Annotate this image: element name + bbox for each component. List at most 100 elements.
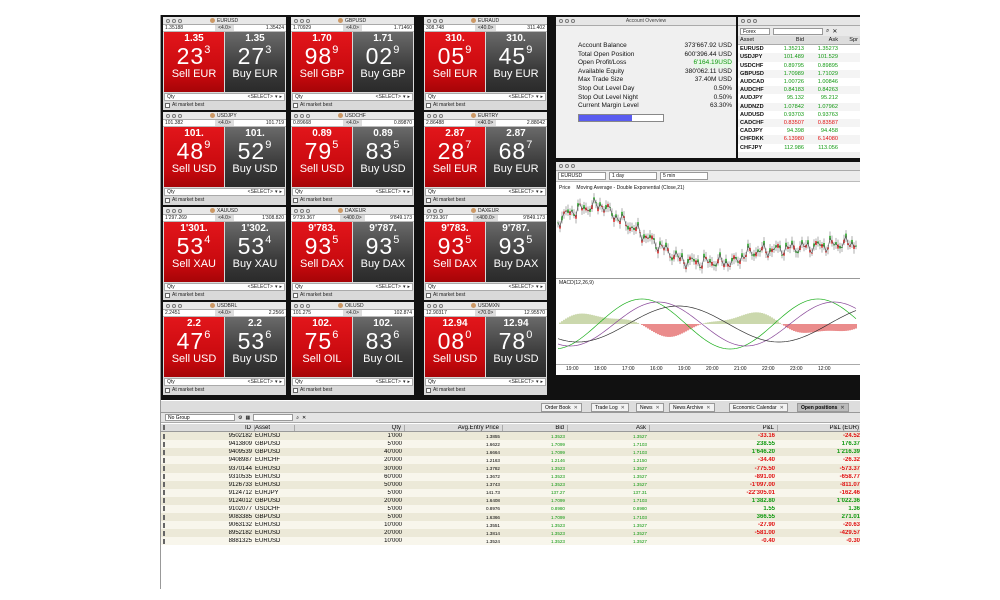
col-header[interactable]: P&L (650, 425, 778, 431)
at-market-checkbox[interactable] (426, 388, 431, 393)
forex-row[interactable]: AUDNZD 1.07842 1.07962 (738, 103, 860, 111)
forex-row[interactable]: USDCHF 0.89795 0.89895 (738, 62, 860, 70)
tab-trade-log[interactable]: Trade Log ✕ (591, 403, 629, 412)
chevron-down-icon[interactable]: ▾ (403, 94, 406, 100)
maximize-icon[interactable] (178, 209, 182, 213)
close-icon[interactable] (427, 114, 431, 118)
col-header[interactable]: Ask (568, 425, 650, 431)
qty-input[interactable]: Qty (295, 284, 303, 290)
buy-button[interactable]: 2.2 536 Buy USD (225, 317, 285, 377)
chevron-down-icon[interactable]: ▾ (403, 379, 406, 385)
order-type-select[interactable]: <SELECT> (376, 284, 401, 290)
col-header[interactable]: Asset (255, 425, 295, 431)
col-header[interactable]: P&L (EUR) (778, 425, 860, 431)
maximize-icon[interactable] (571, 164, 575, 168)
tab-news[interactable]: News ✕ (636, 403, 664, 412)
amount-mode[interactable]: <40.0> (475, 120, 497, 126)
sell-button[interactable]: 1.70 989 Sell GBP (292, 32, 352, 92)
qty-input[interactable]: Qty (295, 189, 303, 195)
asset-class-select[interactable]: Forex (740, 28, 770, 35)
expand-icon[interactable]: ▸ (540, 379, 543, 385)
buy-button[interactable]: 9'787. 935 Buy DAX (486, 222, 546, 282)
buy-button[interactable]: 1.71 029 Buy GBP (353, 32, 413, 92)
col-header[interactable]: Avg.Entry Price (405, 425, 503, 431)
qty-input[interactable]: Qty (428, 379, 436, 385)
bid-price[interactable]: 101.489 (767, 53, 804, 61)
amount-mode[interactable]: <4.0> (215, 25, 234, 31)
sell-button[interactable]: 102. 756 Sell OIL (292, 317, 352, 377)
at-market-checkbox[interactable] (426, 198, 431, 203)
forex-row[interactable]: CHFDKK 6.13980 6.14080 (738, 135, 860, 143)
tab-news-archive[interactable]: News Archive ✕ (669, 403, 715, 412)
expand-icon[interactable]: ▸ (540, 284, 543, 290)
bid-price[interactable]: 0.84183 (767, 86, 804, 94)
amount-mode[interactable]: <4.0> (215, 120, 234, 126)
maximize-icon[interactable] (306, 19, 310, 23)
bid-price[interactable]: 112.986 (767, 144, 804, 152)
at-market-checkbox[interactable] (165, 198, 170, 203)
ask-price[interactable]: 0.83587 (804, 119, 838, 127)
col-header[interactable]: Qty (295, 425, 405, 431)
close-icon[interactable]: ✕ (840, 405, 844, 411)
at-market-checkbox[interactable] (165, 388, 170, 393)
sell-button[interactable]: 310. 059 Sell EUR (425, 32, 485, 92)
amount-mode[interactable]: <4.0> (215, 215, 234, 221)
maximize-icon[interactable] (439, 209, 443, 213)
search-icon[interactable]: ⌕ (296, 415, 299, 421)
table-row[interactable]: 9126733 EURUSD 50'000 1.3743 1.3523 1.3527 -1'… (161, 481, 860, 489)
sell-button[interactable]: 0.89 795 Sell USD (292, 127, 352, 187)
bid-price[interactable]: 6.13980 (767, 135, 804, 143)
expand-icon[interactable]: ▸ (279, 94, 282, 100)
ask-price[interactable]: 6.14080 (804, 135, 838, 143)
close-icon[interactable] (166, 304, 170, 308)
tab-order-book[interactable]: Order Book ✕ (541, 403, 582, 412)
expand-icon[interactable]: ▸ (279, 189, 282, 195)
macd-chart[interactable] (556, 286, 860, 361)
expand-icon[interactable]: ▸ (279, 284, 282, 290)
bid-price[interactable]: 94.398 (767, 127, 804, 135)
amount-mode[interactable]: <400.0> (473, 215, 497, 221)
table-row[interactable]: 9124712 EURJPY 5'000 141.73 137.27 137.31 -22'… (161, 489, 860, 497)
chevron-down-icon[interactable]: ▾ (403, 189, 406, 195)
bid-price[interactable]: 1.07842 (767, 103, 804, 111)
chevron-down-icon[interactable]: ▾ (275, 284, 278, 290)
maximize-icon[interactable] (306, 114, 310, 118)
order-type-select[interactable]: <SELECT> (376, 94, 401, 100)
chart-interval-select[interactable]: 5 min (660, 172, 708, 180)
buy-button[interactable]: 1'302. 534 Buy XAU (225, 222, 285, 282)
minimize-icon[interactable] (172, 114, 176, 118)
row-checkbox[interactable] (163, 498, 165, 503)
table-row[interactable]: 9370144 EURUSD 30'000 1.3782 1.3523 1.3527 -77… (161, 464, 860, 472)
forex-row[interactable]: AUDUSD 0.93703 0.93763 (738, 111, 860, 119)
sell-button[interactable]: 9'783. 935 Sell DAX (292, 222, 352, 282)
ask-price[interactable]: 0.89895 (804, 62, 838, 70)
amount-mode[interactable]: <4.0> (343, 120, 362, 126)
price-chart[interactable] (556, 192, 860, 278)
qty-input[interactable]: Qty (295, 379, 303, 385)
amount-mode[interactable]: <4.0> (343, 310, 362, 316)
bid-price[interactable]: 0.83507 (767, 119, 804, 127)
ask-price[interactable]: 1.35273 (804, 45, 838, 53)
ask-price[interactable]: 95.212 (804, 94, 838, 102)
row-checkbox[interactable] (163, 442, 165, 447)
ask-price[interactable]: 1.07962 (804, 103, 838, 111)
row-checkbox[interactable] (163, 506, 165, 511)
qty-input[interactable]: Qty (428, 284, 436, 290)
close-icon[interactable] (294, 209, 298, 213)
minimize-icon[interactable] (565, 164, 569, 168)
amount-mode[interactable]: <40.0> (475, 25, 497, 31)
row-checkbox[interactable] (163, 434, 165, 439)
row-checkbox[interactable] (163, 490, 165, 495)
buy-button[interactable]: 310. 459 Buy EUR (486, 32, 546, 92)
table-row[interactable]: 8881325 EURUSD 10'000 1.3524 1.3523 1.3527 -0.… (161, 537, 860, 545)
order-type-select[interactable]: <SELECT> (248, 379, 273, 385)
close-icon[interactable]: ✕ (706, 405, 710, 411)
tab-economic-calendar[interactable]: Economic Calendar ✕ (729, 403, 788, 412)
chevron-down-icon[interactable]: ▾ (536, 94, 539, 100)
qty-input[interactable]: Qty (295, 94, 303, 100)
col-ask[interactable]: Ask (804, 36, 838, 44)
buy-button[interactable]: 0.89 835 Buy USD (353, 127, 413, 187)
minimize-icon[interactable] (172, 19, 176, 23)
minimize-icon[interactable] (300, 304, 304, 308)
table-row[interactable]: 9502182 EURUSD 1'000 1.3855 1.3523 1.3527 -33.… (161, 432, 860, 440)
